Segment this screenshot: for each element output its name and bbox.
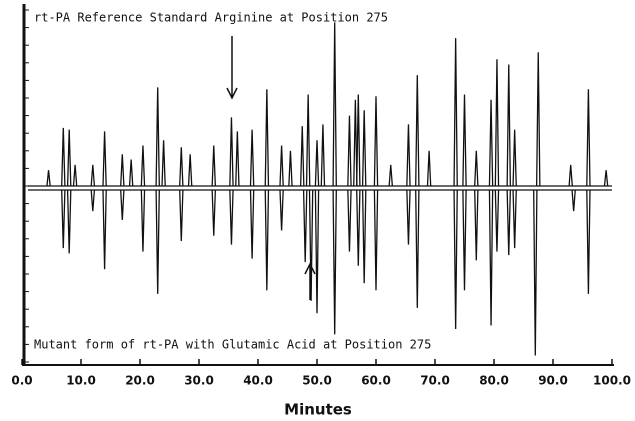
peak: [72, 164, 78, 187]
peak: [388, 164, 393, 187]
peak: [494, 59, 500, 187]
peak: [415, 189, 420, 308]
peak: [494, 189, 500, 252]
x-tick-label: 80.0: [479, 374, 509, 388]
peak: [229, 189, 234, 245]
x-tick-label: 0.0: [11, 374, 32, 388]
peak: [61, 189, 66, 249]
peak: [415, 75, 420, 187]
peak: [288, 150, 293, 187]
arrow-down: [226, 36, 238, 100]
peak: [406, 124, 411, 187]
peak: [320, 124, 326, 187]
x-tick-label: 90.0: [538, 374, 568, 388]
peak: [347, 115, 352, 187]
peak: [506, 189, 511, 256]
peak: [506, 64, 511, 187]
peak: [302, 189, 308, 263]
peak: [161, 140, 166, 187]
peak: [332, 189, 337, 335]
peak: [229, 117, 234, 187]
peak: [102, 131, 107, 187]
peak: [462, 189, 467, 291]
peak: [462, 94, 467, 187]
peak: [120, 154, 125, 187]
peak: [155, 189, 160, 294]
x-tick-label: 40.0: [243, 374, 273, 388]
peak: [361, 110, 367, 187]
peak: [406, 189, 411, 245]
peak: [120, 189, 125, 220]
peak: [488, 99, 494, 187]
peak: [264, 189, 270, 291]
x-tick-label: 30.0: [184, 374, 214, 388]
peak: [568, 164, 573, 187]
peak: [353, 99, 358, 187]
peak: [179, 147, 184, 187]
peak: [305, 94, 311, 187]
peak: [90, 189, 96, 212]
peak: [356, 94, 361, 187]
peak: [90, 164, 96, 187]
peak: [314, 189, 320, 314]
peak: [155, 87, 160, 187]
peak: [474, 150, 479, 187]
peak: [300, 126, 305, 187]
peak: [347, 189, 352, 252]
peak: [249, 129, 255, 187]
x-tick-label: 10.0: [66, 374, 96, 388]
peak: [264, 89, 270, 187]
x-axis-label: Minutes: [284, 401, 352, 419]
peak: [66, 129, 72, 187]
peak: [426, 150, 432, 187]
peak: [235, 131, 240, 187]
peak: [61, 127, 66, 187]
peak: [140, 145, 146, 187]
peak: [46, 170, 51, 187]
peak: [279, 189, 284, 231]
peak: [314, 140, 320, 187]
peak: [474, 189, 479, 261]
peak: [603, 170, 609, 187]
peak: [512, 189, 517, 249]
peak: [361, 189, 367, 284]
peak: [488, 189, 494, 326]
peak: [586, 89, 591, 187]
series-label: Mutant form of rt-PA with Glutamic Acid …: [34, 338, 431, 352]
peak: [308, 189, 314, 301]
peak: [373, 189, 379, 291]
peak: [356, 189, 361, 266]
peak: [140, 189, 146, 252]
peak: [373, 96, 379, 187]
x-tick-label: 60.0: [361, 374, 391, 388]
x-tick-label: 70.0: [420, 374, 450, 388]
peak: [279, 145, 284, 187]
peak: [512, 129, 517, 187]
peak: [586, 189, 591, 294]
x-tick-label: 20.0: [125, 374, 155, 388]
peak: [536, 52, 541, 187]
peak: [187, 154, 193, 187]
peak: [211, 189, 216, 236]
peak: [453, 38, 458, 187]
peak: [571, 189, 576, 212]
peak: [66, 189, 72, 254]
peak: [211, 145, 216, 187]
peak: [128, 159, 134, 187]
peak: [179, 189, 184, 242]
peak: [332, 22, 337, 187]
x-tick-label: 100.0: [593, 374, 631, 388]
peak: [102, 189, 107, 270]
series-label: rt-PA Reference Standard Arginine at Pos…: [34, 11, 388, 25]
x-tick-label: 50.0: [302, 374, 332, 388]
peak: [533, 189, 538, 356]
peak: [249, 189, 255, 259]
peak: [453, 189, 458, 330]
